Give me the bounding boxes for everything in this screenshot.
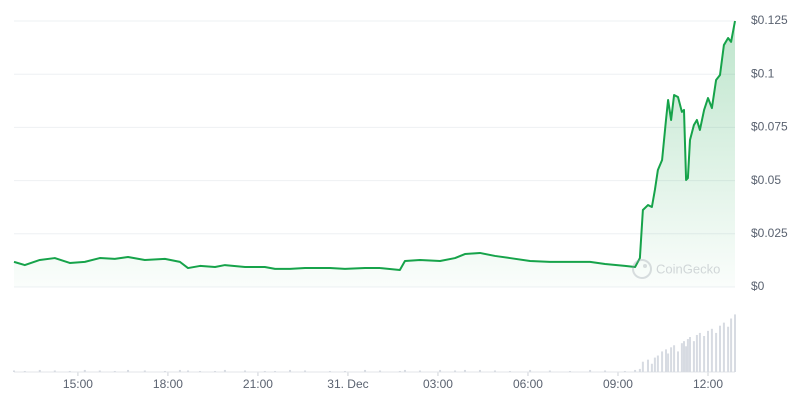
volume-bar — [722, 322, 725, 372]
x-tick-label: 12:00 — [693, 377, 723, 391]
volume-bar — [223, 369, 226, 372]
volume-bar — [53, 370, 56, 372]
volume-bar — [623, 370, 626, 372]
volume-bar — [686, 339, 689, 372]
volume-bar — [664, 349, 667, 372]
volume-bar — [692, 341, 695, 372]
volume-bar — [508, 370, 511, 372]
volume-bar — [710, 328, 713, 372]
volume-bar — [685, 346, 688, 372]
volume-bar — [98, 370, 101, 372]
volume-bar — [653, 357, 656, 372]
volume-bar — [706, 330, 709, 372]
volume-bar — [83, 369, 86, 372]
volume-bar — [478, 369, 481, 372]
volume-bar — [454, 370, 457, 372]
volume-bar — [289, 369, 292, 372]
y-tick-label: $0 — [751, 279, 765, 293]
watermark: CoinGecko — [632, 259, 720, 279]
volume-bar — [23, 370, 26, 372]
y-tick-label: $0.025 — [751, 226, 788, 240]
volume-bar — [589, 369, 592, 372]
volume-bar — [127, 369, 130, 372]
volume-bar — [343, 370, 346, 372]
volume-bar — [244, 370, 247, 372]
volume-bar — [682, 341, 685, 372]
volume-bar — [398, 370, 401, 372]
y-tick-label: $0.125 — [751, 13, 788, 27]
x-tick-label: 21:00 — [243, 377, 273, 391]
price-line — [13, 20, 736, 271]
volume-bar — [38, 369, 41, 372]
y-tick-label: $0.1 — [751, 66, 775, 80]
volume-bar — [673, 345, 676, 372]
volume-bar — [304, 370, 307, 372]
volume-bar — [187, 370, 190, 372]
volume-bar — [641, 361, 644, 372]
volume-bar — [493, 370, 496, 372]
x-tick-label: 03:00 — [423, 377, 453, 391]
volume-bar — [634, 369, 637, 372]
volume-bar — [328, 370, 331, 372]
volume-bar — [676, 351, 679, 372]
y-tick-label: $0.05 — [751, 173, 781, 187]
volume-bar — [661, 351, 664, 372]
volume-bar — [698, 332, 701, 372]
volume-bar — [715, 332, 718, 372]
x-tick-label: 09:00 — [603, 377, 633, 391]
watermark-text: CoinGecko — [656, 261, 720, 276]
price-area — [14, 21, 735, 287]
volume-bar — [199, 370, 202, 372]
x-tick-label: 18:00 — [153, 377, 183, 391]
volume-bar — [113, 370, 116, 372]
volume-bar — [688, 337, 691, 372]
volume-bar — [143, 370, 146, 372]
volume-bar — [529, 369, 532, 372]
volume-bar — [403, 369, 406, 372]
volume-bar — [670, 347, 673, 372]
volume-bar — [568, 370, 571, 372]
volume-bar — [730, 318, 733, 372]
volume-bar — [163, 370, 166, 372]
volume-bar — [680, 343, 683, 372]
volume-bar — [68, 370, 71, 372]
x-tick-label: 06:00 — [513, 377, 543, 391]
volume-bar — [718, 325, 721, 372]
volume-bar — [638, 368, 641, 372]
volume-bar — [274, 370, 277, 372]
volume-bar — [463, 369, 466, 372]
volume-bar — [548, 370, 551, 372]
volume-bar — [695, 334, 698, 372]
volume-bar — [263, 370, 266, 372]
volume-bar — [727, 326, 730, 372]
volume-bar — [650, 363, 653, 372]
volume-bar — [13, 370, 15, 372]
volume-bar — [703, 336, 706, 372]
volume-bar — [656, 355, 659, 372]
volume-bar — [646, 359, 649, 372]
y-tick-label: $0.075 — [751, 120, 788, 134]
x-tick-label: 31. Dec — [327, 377, 368, 391]
volume-bar — [667, 353, 670, 372]
volume-bar — [214, 370, 217, 372]
volume-bar — [418, 370, 421, 372]
volume-bar — [734, 314, 736, 372]
volume-bar — [364, 369, 367, 372]
volume-bar — [379, 370, 382, 372]
volume-bar — [178, 369, 181, 372]
x-tick-label: 15:00 — [63, 377, 93, 391]
volume-bar — [604, 370, 607, 372]
volume-bar — [439, 369, 442, 372]
